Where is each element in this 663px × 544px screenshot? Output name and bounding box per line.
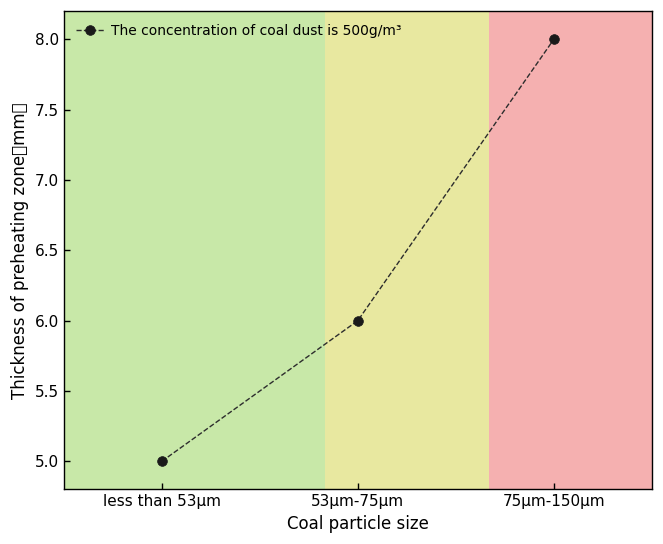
Line: The concentration of coal dust is 500g/m³: The concentration of coal dust is 500g/m… bbox=[157, 34, 559, 466]
Legend: The concentration of coal dust is 500g/m³: The concentration of coal dust is 500g/m… bbox=[71, 18, 407, 43]
The concentration of coal dust is 500g/m³ bbox=[550, 36, 558, 42]
Bar bbox=[325, 11, 489, 490]
X-axis label: Coal particle size: Coal particle size bbox=[287, 515, 429, 533]
Bar bbox=[64, 11, 325, 490]
The concentration of coal dust is 500g/m³ bbox=[354, 317, 362, 324]
Bar bbox=[489, 11, 652, 490]
The concentration of coal dust is 500g/m³ bbox=[158, 458, 166, 465]
Y-axis label: Thickness of preheating zone（mm）: Thickness of preheating zone（mm） bbox=[11, 102, 29, 399]
